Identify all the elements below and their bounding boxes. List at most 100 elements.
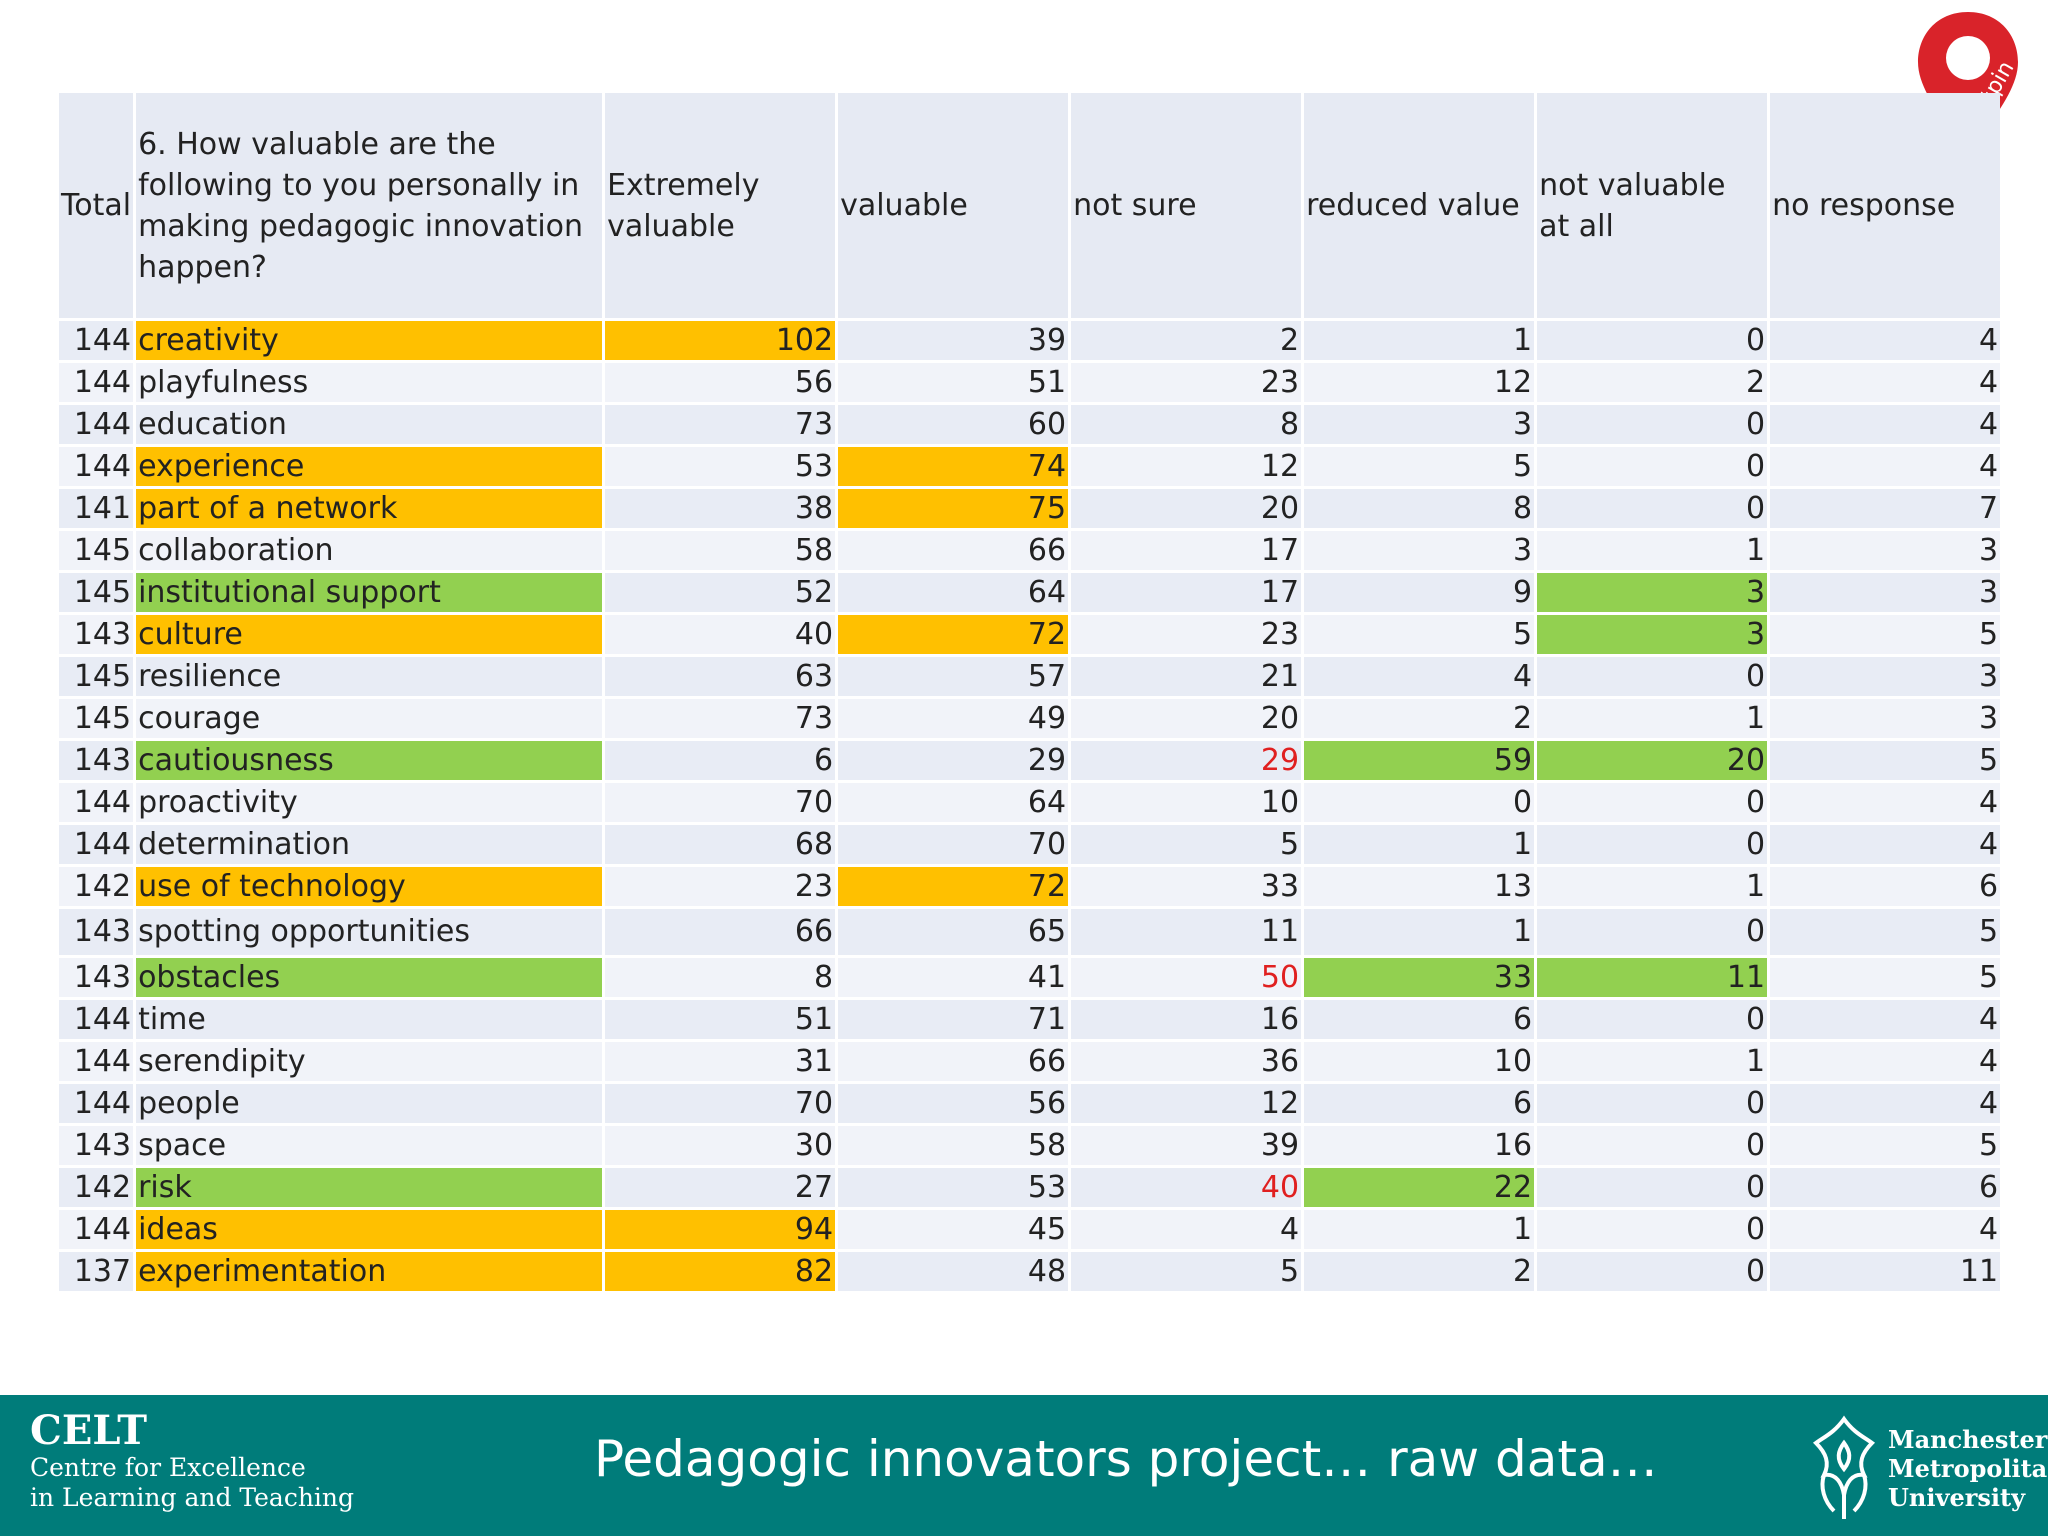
valuable-cell: 56 — [838, 1084, 1069, 1123]
extremely-valuable-cell: 102 — [605, 321, 836, 360]
reduced-value-cell: 1 — [1304, 1210, 1535, 1249]
reduced-value-cell: 8 — [1304, 489, 1535, 528]
extremely-valuable-cell: 30 — [605, 1126, 836, 1165]
header-question: 6. How valuable are the following to you… — [136, 93, 603, 318]
extremely-valuable-cell: 70 — [605, 783, 836, 822]
not-valuable-cell: 0 — [1537, 825, 1768, 864]
not-valuable-cell: 0 — [1537, 1084, 1768, 1123]
reduced-value-cell: 22 — [1304, 1168, 1535, 1207]
table-row: 143 spotting opportunities 66 65 11 1 0 … — [59, 909, 2001, 955]
label-cell: space — [136, 1126, 603, 1165]
extremely-valuable-cell: 38 — [605, 489, 836, 528]
total-cell: 143 — [59, 741, 134, 780]
label-cell: use of technology — [136, 867, 603, 906]
university-line-1: Manchester — [1888, 1425, 2048, 1454]
valuable-cell: 75 — [838, 489, 1069, 528]
valuable-cell: 64 — [838, 573, 1069, 612]
valuable-cell: 57 — [838, 657, 1069, 696]
label-cell: people — [136, 1084, 603, 1123]
table-row: 144 experience 53 74 12 5 0 4 — [59, 447, 2001, 486]
label-cell: courage — [136, 699, 603, 738]
table-row: 141 part of a network 38 75 20 8 0 7 — [59, 489, 2001, 528]
table-row: 144 playfulness 56 51 23 12 2 4 — [59, 363, 2001, 402]
extremely-valuable-cell: 94 — [605, 1210, 836, 1249]
valuable-cell: 29 — [838, 741, 1069, 780]
not-sure-cell: 23 — [1071, 615, 1302, 654]
university-line-3: University — [1888, 1483, 2026, 1512]
extremely-valuable-cell: 70 — [605, 1084, 836, 1123]
reduced-value-cell: 4 — [1304, 657, 1535, 696]
not-sure-cell: 21 — [1071, 657, 1302, 696]
label-cell: institutional support — [136, 573, 603, 612]
reduced-value-cell: 59 — [1304, 741, 1535, 780]
total-cell: 145 — [59, 573, 134, 612]
reduced-value-cell: 5 — [1304, 447, 1535, 486]
extremely-valuable-cell: 63 — [605, 657, 836, 696]
celt-logo: CELT Centre for Excellence in Learning a… — [30, 1409, 354, 1513]
university-line-2: Metropolitan — [1888, 1454, 2048, 1483]
table-row: 145 courage 73 49 20 2 1 3 — [59, 699, 2001, 738]
no-response-cell: 5 — [1770, 741, 2001, 780]
reduced-value-cell: 1 — [1304, 321, 1535, 360]
no-response-cell: 6 — [1770, 1168, 2001, 1207]
extremely-valuable-cell: 51 — [605, 1000, 836, 1039]
total-cell: 145 — [59, 657, 134, 696]
not-sure-cell: 11 — [1071, 909, 1302, 955]
extremely-valuable-cell: 40 — [605, 615, 836, 654]
label-cell: risk — [136, 1168, 603, 1207]
no-response-cell: 4 — [1770, 1000, 2001, 1039]
not-sure-cell: 23 — [1071, 363, 1302, 402]
not-valuable-cell: 3 — [1537, 573, 1768, 612]
not-sure-cell: 5 — [1071, 825, 1302, 864]
table-row: 143 obstacles 8 41 50 33 11 5 — [59, 958, 2001, 997]
total-cell: 144 — [59, 1000, 134, 1039]
not-sure-cell: 17 — [1071, 531, 1302, 570]
footer-bar: CELT Centre for Excellence in Learning a… — [0, 1395, 2048, 1536]
label-cell: education — [136, 405, 603, 444]
extremely-valuable-cell: 66 — [605, 909, 836, 955]
table-row: 143 space 30 58 39 16 0 5 — [59, 1126, 2001, 1165]
valuable-cell: 64 — [838, 783, 1069, 822]
table-row: 143 cautiousness 6 29 29 59 20 5 — [59, 741, 2001, 780]
extremely-valuable-cell: 82 — [605, 1252, 836, 1291]
no-response-cell: 11 — [1770, 1252, 2001, 1291]
no-response-cell: 3 — [1770, 657, 2001, 696]
footer-title: Pedagogic innovators project… raw data… — [594, 1430, 1658, 1488]
total-cell: 142 — [59, 867, 134, 906]
label-cell: part of a network — [136, 489, 603, 528]
celt-abbr: CELT — [30, 1407, 147, 1454]
total-cell: 141 — [59, 489, 134, 528]
reduced-value-cell: 3 — [1304, 531, 1535, 570]
reduced-value-cell: 0 — [1304, 783, 1535, 822]
header-not-valuable: not valuable at all — [1537, 93, 1768, 318]
not-sure-cell: 12 — [1071, 447, 1302, 486]
reduced-value-cell: 1 — [1304, 909, 1535, 955]
table-row: 144 proactivity 70 64 10 0 0 4 — [59, 783, 2001, 822]
total-cell: 144 — [59, 1042, 134, 1081]
reduced-value-cell: 9 — [1304, 573, 1535, 612]
university-name: Manchester Metropolitan University — [1888, 1425, 2048, 1512]
table-row: 144 time 51 71 16 6 0 4 — [59, 1000, 2001, 1039]
valuable-cell: 48 — [838, 1252, 1069, 1291]
reduced-value-cell: 13 — [1304, 867, 1535, 906]
not-valuable-cell: 1 — [1537, 1042, 1768, 1081]
not-valuable-cell: 0 — [1537, 321, 1768, 360]
not-sure-cell: 39 — [1071, 1126, 1302, 1165]
not-sure-cell: 5 — [1071, 1252, 1302, 1291]
valuable-cell: 66 — [838, 531, 1069, 570]
total-cell: 144 — [59, 363, 134, 402]
no-response-cell: 6 — [1770, 867, 2001, 906]
label-cell: obstacles — [136, 958, 603, 997]
not-sure-cell: 20 — [1071, 699, 1302, 738]
reduced-value-cell: 33 — [1304, 958, 1535, 997]
reduced-value-cell: 16 — [1304, 1126, 1535, 1165]
label-cell: playfulness — [136, 363, 603, 402]
extremely-valuable-cell: 73 — [605, 699, 836, 738]
not-valuable-cell: 20 — [1537, 741, 1768, 780]
not-sure-cell: 8 — [1071, 405, 1302, 444]
total-cell: 143 — [59, 1126, 134, 1165]
extremely-valuable-cell: 56 — [605, 363, 836, 402]
extremely-valuable-cell: 23 — [605, 867, 836, 906]
table-row: 142 risk 27 53 40 22 0 6 — [59, 1168, 2001, 1207]
table-row: 142 use of technology 23 72 33 13 1 6 — [59, 867, 2001, 906]
